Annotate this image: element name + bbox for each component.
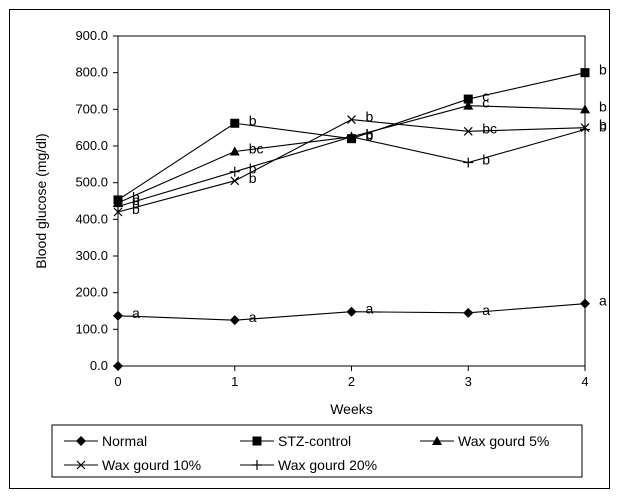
significance-label: b — [599, 62, 607, 78]
significance-label: b — [249, 112, 257, 128]
y-tick-label: 800.0 — [75, 65, 108, 80]
significance-label: b — [132, 196, 140, 212]
significance-label: a — [599, 293, 607, 309]
significance-label: c — [482, 88, 489, 104]
legend-label: STZ-control — [278, 433, 351, 449]
significance-label: bc — [482, 120, 497, 136]
data-point — [230, 176, 240, 186]
data-point — [463, 157, 474, 168]
y-tick-label: 400.0 — [75, 211, 108, 226]
data-point — [463, 307, 474, 318]
legend-label: Normal — [102, 433, 147, 449]
data-point — [580, 68, 590, 78]
x-tick-label: 0 — [114, 374, 121, 389]
series-wax-gourd-20- — [113, 124, 590, 212]
y-tick-label: 200.0 — [75, 285, 108, 300]
legend-marker — [76, 460, 86, 470]
data-point — [346, 306, 357, 317]
legend-label: Wax gourd 10% — [102, 457, 201, 473]
data-point — [229, 146, 240, 156]
significance-label: b — [249, 161, 257, 177]
data-point — [230, 118, 240, 128]
legend-item: Wax gourd 5% — [420, 433, 549, 449]
data-point — [463, 126, 473, 136]
x-tick-label: 2 — [348, 374, 355, 389]
y-tick-label: 500.0 — [75, 175, 108, 190]
x-axis-label: Weeks — [330, 401, 373, 417]
data-point — [580, 104, 590, 114]
data-point — [113, 361, 123, 371]
significance-label: bc — [249, 141, 264, 157]
y-tick-label: 700.0 — [75, 101, 108, 116]
axes: 0.0 100.0 200.0 300.0 400.0 500.0 600.0 700.0 80… — [33, 28, 589, 417]
significance-label: b — [482, 152, 490, 168]
legend-item: Wax gourd 10% — [64, 457, 201, 473]
significance-label: b — [366, 126, 374, 142]
data-point — [229, 315, 240, 326]
data-point — [229, 166, 240, 177]
x-tick-label: 3 — [465, 374, 472, 389]
series-normal — [113, 298, 590, 371]
significance-label: b — [249, 170, 257, 186]
y-tick-label: 300.0 — [75, 248, 108, 263]
significance-label: b — [366, 128, 374, 144]
x-tick-label: 1 — [231, 374, 238, 389]
x-tick-label: 4 — [581, 374, 588, 389]
legend-marker — [252, 436, 262, 446]
significance-label: b — [132, 189, 140, 205]
significance-label: b — [599, 98, 607, 114]
y-axis-label: Blood glucose (mg/dl) — [33, 133, 49, 268]
data-point — [347, 115, 356, 125]
y-tick-label: 100.0 — [75, 321, 108, 336]
significance-label: a — [132, 305, 140, 321]
significance-label: b — [599, 119, 607, 135]
data-point — [463, 94, 473, 104]
data-point — [463, 100, 474, 110]
significance-label: b — [132, 192, 140, 208]
series-layer — [113, 68, 590, 371]
legend-label: Wax gourd 20% — [278, 457, 377, 473]
legend-marker — [252, 460, 262, 470]
y-tick-label: 600.0 — [75, 138, 108, 153]
significance-label: a — [249, 309, 257, 325]
data-point — [580, 124, 590, 135]
legend: Normal STZ-control Wax gourd 5% Wax gourd 1… — [51, 424, 583, 478]
data-point — [113, 310, 123, 321]
significance-label: b — [132, 201, 140, 217]
y-tick-label: 0.0 — [90, 358, 108, 373]
legend-item: Normal — [64, 433, 147, 449]
significance-label: a — [482, 302, 490, 318]
significance-label: b — [599, 117, 607, 133]
legend-marker — [76, 436, 86, 446]
significance-label: a — [366, 301, 374, 317]
legend-label: Wax gourd 5% — [458, 433, 549, 449]
data-point — [113, 207, 123, 217]
legend-marker — [432, 436, 442, 445]
significance-label: b — [366, 126, 374, 142]
significance-label: b — [366, 109, 374, 125]
significance-label: c — [482, 95, 489, 111]
legend-item: Wax gourd 20% — [240, 457, 377, 473]
figure-frame — [9, 9, 610, 489]
data-point — [580, 298, 590, 309]
data-point — [113, 201, 123, 212]
y-tick-label: 900.0 — [75, 28, 108, 43]
legend-box — [51, 424, 583, 478]
data-point — [346, 131, 357, 142]
legend-item: STZ-control — [240, 433, 351, 449]
